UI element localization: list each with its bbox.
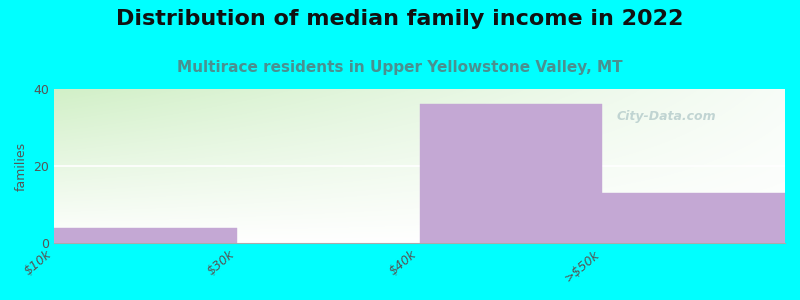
Bar	[602, 193, 785, 243]
Y-axis label: families: families	[15, 142, 28, 191]
Text: Multirace residents in Upper Yellowstone Valley, MT: Multirace residents in Upper Yellowstone…	[177, 60, 623, 75]
Bar	[54, 228, 237, 243]
Text: Distribution of median family income in 2022: Distribution of median family income in …	[116, 9, 684, 29]
Text: City-Data.com: City-Data.com	[617, 110, 717, 123]
Bar	[420, 104, 602, 243]
